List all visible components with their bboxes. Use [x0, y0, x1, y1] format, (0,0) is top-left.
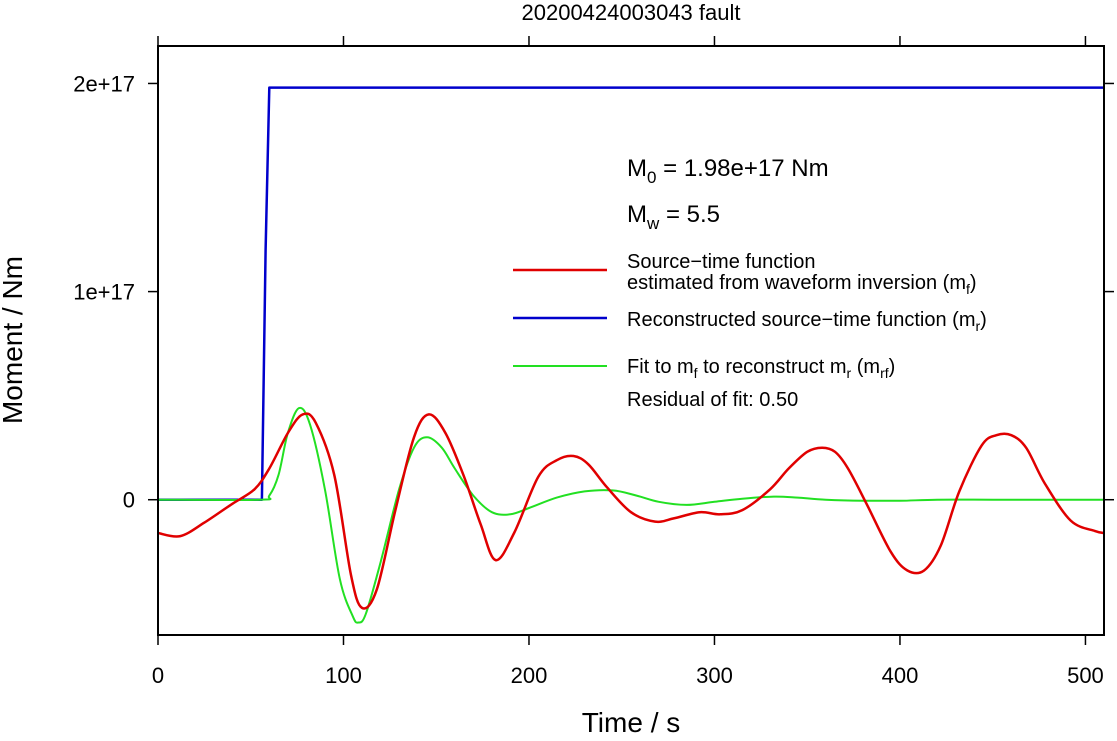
series-line-mrf: [157, 406, 1104, 624]
legend-mr-sub: r: [976, 318, 981, 334]
legend-label-mf-line1: Source−time function: [627, 251, 815, 273]
x-tick-label: 200: [511, 663, 548, 688]
legend-label-mf-line2: estimated from waveform inversion (mf): [627, 272, 977, 297]
series-layer: [157, 86, 1105, 624]
legend: Source−time function estimated from wave…: [513, 251, 987, 411]
legend-label-mrf: Fit to mf to reconstruct mr (mrf): [627, 356, 895, 381]
mw-annotation: Mw = 5.5: [627, 201, 720, 233]
axes-layer: 0 100 200 300 400 500 0 1e+17 2e+17: [73, 36, 1114, 688]
y-tick-label: 2e+17: [73, 71, 135, 96]
m0-base: M: [627, 155, 647, 182]
x-tick-label: 0: [152, 663, 164, 688]
legend-mrf-sub3: rf: [880, 365, 889, 381]
legend-mrf-sub2: r: [847, 365, 852, 381]
legend-mf-line2-sub: f: [966, 281, 970, 297]
legend-mrf-post: ): [889, 356, 896, 378]
mw-rest: = 5.5: [659, 201, 720, 228]
legend-mrf-pre2: (m: [851, 356, 880, 378]
legend-mrf-mid: to reconstruct m: [698, 356, 847, 378]
x-tick-label: 100: [325, 663, 362, 688]
y-tick-label: 1e+17: [73, 280, 135, 305]
x-tick-label: 300: [696, 663, 733, 688]
m0-rest: = 1.98e+17 Nm: [656, 155, 828, 182]
x-tick-label: 400: [882, 663, 919, 688]
legend-mrf-pre: Fit to m: [627, 356, 694, 378]
plot-frame: [157, 45, 1105, 636]
mw-sub: w: [646, 214, 660, 233]
legend-mr-post: ): [980, 309, 987, 331]
x-axis-label: Time / s: [582, 707, 681, 736]
residual-annotation: Residual of fit: 0.50: [627, 389, 798, 411]
series-line-mf: [157, 412, 1105, 610]
legend-mr-pre: Reconstructed source−time function (m: [627, 309, 976, 331]
legend-mf-line2-post: ): [970, 272, 977, 294]
y-tick-label: 0: [123, 488, 135, 513]
m0-sub: 0: [647, 168, 656, 187]
m0-annotation: M0 = 1.98e+17 Nm: [627, 155, 829, 187]
mw-base: M: [627, 201, 647, 228]
legend-mf-line2-pre: estimated from waveform inversion (m: [627, 272, 966, 294]
legend-mrf-sub1: f: [694, 365, 698, 381]
legend-label-mr: Reconstructed source−time function (mr): [627, 309, 987, 334]
chart-title: 20200424003043 fault: [522, 0, 741, 25]
x-tick-label: 500: [1067, 663, 1104, 688]
y-axis-label: Moment / Nm: [0, 256, 28, 424]
